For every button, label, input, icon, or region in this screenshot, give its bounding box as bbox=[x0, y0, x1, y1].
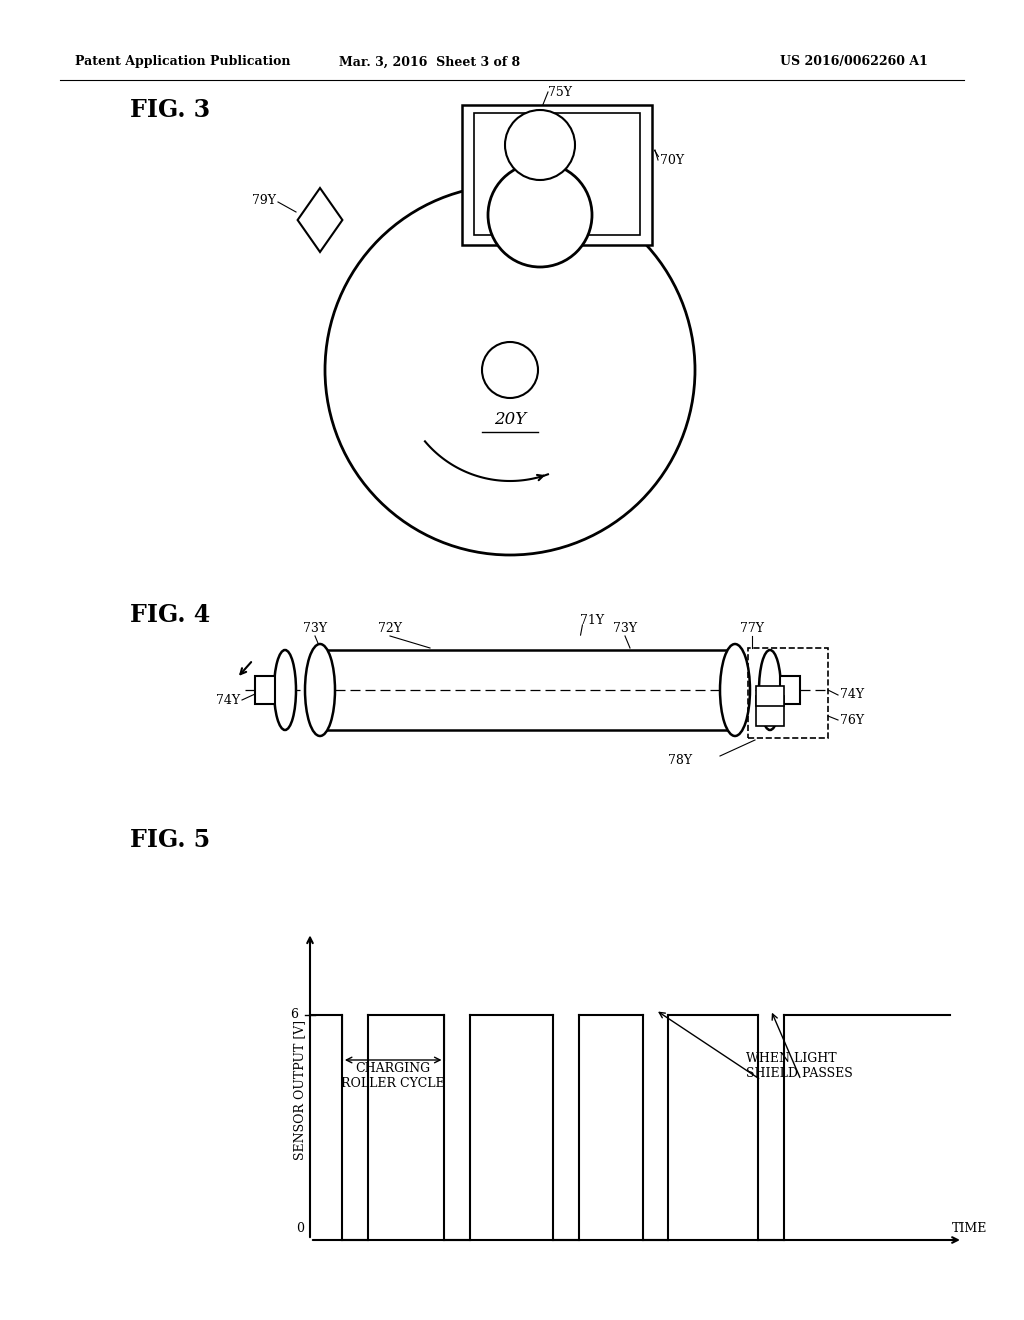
Text: 73Y: 73Y bbox=[303, 622, 327, 635]
Text: 78Y: 78Y bbox=[668, 754, 692, 767]
Bar bbox=[780, 676, 800, 704]
Bar bbox=[474, 114, 640, 235]
Bar bbox=[748, 648, 828, 738]
Text: 0: 0 bbox=[296, 1221, 304, 1234]
Ellipse shape bbox=[759, 649, 781, 730]
Text: 76Y: 76Y bbox=[840, 714, 864, 726]
Text: 74Y: 74Y bbox=[840, 689, 864, 701]
Text: 72Y: 72Y bbox=[378, 622, 402, 635]
Text: SENSOR OUTPUT [V]: SENSOR OUTPUT [V] bbox=[294, 1020, 306, 1160]
Text: 71Y: 71Y bbox=[598, 223, 623, 236]
Ellipse shape bbox=[721, 649, 749, 730]
Text: 77Y: 77Y bbox=[740, 622, 764, 635]
Text: FIG. 5: FIG. 5 bbox=[130, 828, 210, 851]
Text: TIME: TIME bbox=[951, 1221, 987, 1234]
Text: FIG. 4: FIG. 4 bbox=[130, 603, 210, 627]
Text: 73Y: 73Y bbox=[613, 622, 637, 635]
Circle shape bbox=[488, 162, 592, 267]
Text: US 2016/0062260 A1: US 2016/0062260 A1 bbox=[780, 55, 928, 69]
Circle shape bbox=[325, 185, 695, 554]
Text: Mar. 3, 2016  Sheet 3 of 8: Mar. 3, 2016 Sheet 3 of 8 bbox=[339, 55, 520, 69]
Ellipse shape bbox=[274, 649, 296, 730]
Ellipse shape bbox=[306, 649, 334, 730]
Text: 71Y: 71Y bbox=[580, 614, 604, 627]
Text: 6: 6 bbox=[290, 1008, 298, 1022]
Text: WHEN LIGHT
SHIELD PASSES: WHEN LIGHT SHIELD PASSES bbox=[746, 1052, 853, 1080]
Bar bbox=[756, 686, 784, 706]
Bar bbox=[462, 106, 652, 246]
Text: FIG. 3: FIG. 3 bbox=[130, 98, 210, 121]
Ellipse shape bbox=[305, 644, 335, 737]
Bar bbox=[756, 696, 784, 726]
Bar bbox=[255, 676, 275, 704]
Text: 20Y: 20Y bbox=[494, 412, 526, 429]
Text: 75Y: 75Y bbox=[548, 86, 572, 99]
Text: CHARGING
ROLLER CYCLE: CHARGING ROLLER CYCLE bbox=[341, 1063, 445, 1090]
Circle shape bbox=[505, 110, 575, 180]
Text: Patent Application Publication: Patent Application Publication bbox=[75, 55, 291, 69]
Text: 74Y: 74Y bbox=[216, 693, 240, 706]
Text: 70Y: 70Y bbox=[660, 153, 684, 166]
Ellipse shape bbox=[720, 644, 750, 737]
Text: 79Y: 79Y bbox=[252, 194, 276, 206]
